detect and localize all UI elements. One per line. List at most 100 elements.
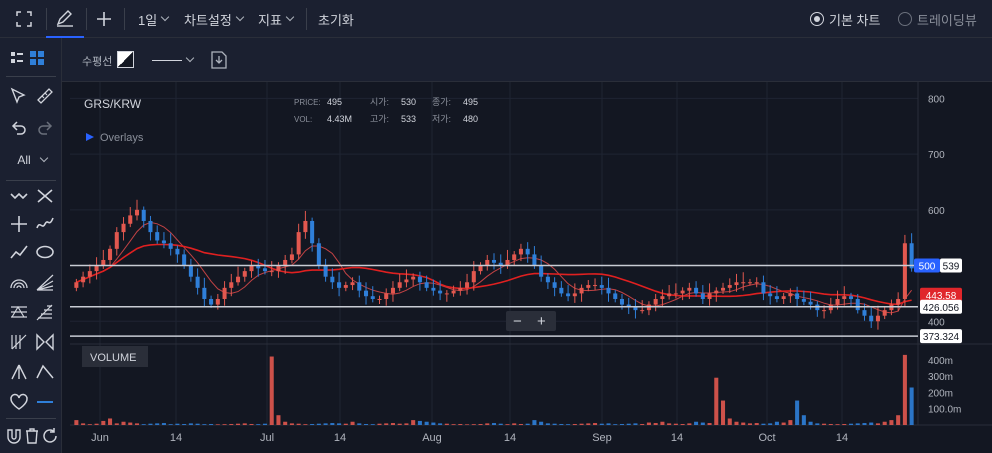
volume-bar	[94, 423, 99, 425]
indicators-dropdown[interactable]: 지표	[258, 0, 295, 38]
chart-settings-dropdown[interactable]: 차트설정	[184, 0, 245, 38]
volume-bar	[761, 423, 766, 425]
candle-body	[168, 243, 173, 249]
brush-icon	[36, 217, 54, 229]
fib-fan-tool[interactable]	[32, 270, 58, 294]
brush-tool[interactable]	[32, 212, 58, 236]
pencil-icon	[56, 10, 73, 27]
candle-body	[539, 265, 544, 277]
tool-filter-dropdown[interactable]: All	[10, 148, 54, 172]
ruler-tool[interactable]	[32, 84, 58, 108]
trendline-tool[interactable]	[6, 240, 32, 264]
gann-tool[interactable]	[6, 330, 32, 354]
candle-body	[761, 282, 766, 294]
ellipse-tool[interactable]	[32, 240, 58, 264]
zigzag-icon	[10, 192, 28, 200]
fib-retracement-tool[interactable]	[32, 300, 58, 324]
candle-body	[101, 259, 106, 266]
volume-bar	[202, 424, 207, 425]
pattern-tool[interactable]	[6, 300, 32, 324]
overlays-toggle-icon[interactable]	[86, 133, 94, 141]
refresh-button[interactable]	[40, 424, 60, 448]
volume-bar	[168, 424, 173, 425]
volume-bar	[195, 423, 200, 425]
fullscreen-button[interactable]	[10, 0, 38, 38]
volume-bar	[384, 423, 389, 425]
volume-bar	[397, 423, 402, 425]
candle-body	[458, 287, 463, 291]
reset-button[interactable]: 초기화	[318, 0, 354, 38]
undo-button[interactable]	[6, 116, 32, 140]
candle-body	[451, 290, 456, 294]
volume-bar	[586, 423, 591, 425]
volume-bar	[485, 423, 490, 425]
candle-body	[81, 276, 86, 283]
price-chart[interactable]: Jun 14 Jul 14 Aug 14 Sep 14 Oct 14 800 700 600 400 400…	[70, 82, 992, 453]
volume-bar	[559, 424, 564, 425]
price-badge	[940, 258, 962, 273]
candle-body	[303, 220, 308, 233]
magnet-tool[interactable]	[4, 424, 24, 448]
save-drawing-button[interactable]	[208, 49, 230, 71]
fib-arc-tool[interactable]	[6, 270, 32, 294]
volume-bar	[747, 423, 752, 425]
price-badge-label: 443.58	[926, 291, 957, 302]
redo-button[interactable]	[32, 116, 58, 140]
volume-bar	[835, 424, 840, 425]
candle-body	[552, 282, 557, 288]
price-badge-label: 373.324	[923, 332, 960, 343]
basic-chart-label: 기본 차트	[829, 12, 881, 28]
candle-body	[896, 298, 901, 305]
time-tick-label: 14	[836, 432, 848, 444]
candle-body	[498, 262, 503, 266]
chart-area[interactable]: Jun 14 Jul 14 Aug 14 Sep 14 Oct 14 800 700 600 400 400…	[70, 82, 992, 453]
favorites-tool[interactable]	[6, 390, 32, 414]
candle-body	[161, 240, 166, 244]
overlays-label[interactable]: Overlays	[100, 132, 144, 144]
zigzag-tool[interactable]	[6, 184, 32, 208]
candle-body	[619, 298, 625, 305]
delete-drawings-button[interactable]	[22, 424, 42, 448]
volume-bar	[640, 424, 645, 425]
bowtie-tool[interactable]	[32, 330, 58, 354]
zoom-in-button[interactable]: +	[537, 313, 546, 330]
candle-body	[283, 259, 288, 266]
moving-average-fast	[76, 221, 912, 314]
candle-body	[485, 259, 490, 266]
draw-mode-button[interactable]	[46, 0, 84, 38]
grid-view-button[interactable]	[24, 46, 50, 70]
horizontal-line-tool[interactable]	[32, 390, 58, 414]
magnet-icon	[7, 429, 21, 444]
crosshair-tool[interactable]	[6, 212, 32, 236]
line-color-picker[interactable]	[117, 51, 134, 68]
interval-dropdown[interactable]: 1일	[138, 0, 170, 38]
basic-chart-radio[interactable]: 기본 차트	[810, 0, 880, 38]
zoom-out-button[interactable]: −	[513, 313, 522, 330]
candle-body	[229, 282, 234, 288]
candle-body	[518, 248, 523, 255]
candle-body	[653, 298, 658, 305]
volume-bar	[741, 422, 746, 425]
volume-bar	[795, 400, 800, 425]
volume-bar	[182, 424, 187, 425]
list-view-button[interactable]	[6, 46, 32, 70]
volume-bar	[276, 415, 281, 425]
top-toolbar: 1일 차트설정 지표 초기화 기본 차트 트레이딩뷰	[0, 0, 992, 38]
angle-line-tool[interactable]	[32, 360, 58, 384]
line-style-dropdown[interactable]	[152, 51, 196, 69]
open-legend-value: 530	[401, 97, 416, 107]
cursor-tool[interactable]	[6, 84, 32, 108]
gann-icon	[11, 334, 27, 350]
add-comparison-button[interactable]	[92, 0, 116, 38]
pitchfork-tool[interactable]	[6, 360, 32, 384]
candle-body	[390, 287, 395, 294]
volume-tick-label: 200m	[928, 388, 953, 399]
cross-line-tool[interactable]	[32, 184, 58, 208]
candle-body	[680, 290, 685, 294]
candle-body	[444, 293, 449, 295]
cross-icon	[37, 189, 53, 203]
candle-body	[256, 265, 261, 269]
volume-bar	[161, 423, 166, 425]
ruler-icon	[37, 88, 53, 104]
tradingview-radio[interactable]: 트레이딩뷰	[898, 0, 977, 38]
